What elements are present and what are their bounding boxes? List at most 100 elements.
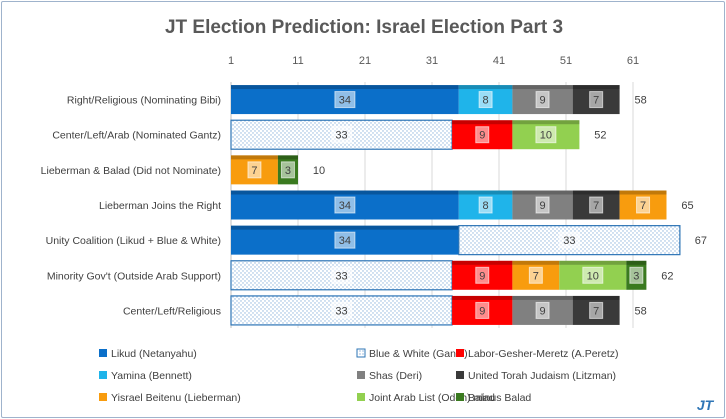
bar-value-label: 7 — [533, 270, 539, 282]
bar-segment-yamina: 8 — [458, 85, 513, 115]
bar-value-label: 9 — [479, 305, 485, 317]
bar-segment-utj: 7 — [572, 295, 620, 325]
bar-top-shade — [458, 85, 513, 90]
legend-swatch — [456, 349, 464, 357]
bar-top-shade — [626, 260, 647, 265]
bar-segment-jal: 10 — [512, 120, 580, 150]
bar-segment-bw: 33 — [230, 295, 453, 326]
legend-item-utj: United Torah Judaism (Litzman) — [456, 370, 616, 382]
bar-top-shade — [277, 155, 298, 160]
value-label-box — [558, 231, 580, 249]
x-tick-label: 41 — [493, 55, 505, 67]
x-tick-label: 11 — [292, 55, 303, 67]
bar-top-shade — [231, 190, 459, 195]
bar-value-label: 9 — [539, 95, 545, 107]
category-label: Right/Religious (Nominating Bibi) — [67, 95, 221, 107]
legend-swatch — [456, 393, 464, 401]
bar-value-label: 8 — [483, 95, 489, 107]
bar-value-label: 10 — [540, 130, 552, 142]
bar-segment-shas: 9 — [512, 190, 573, 220]
bar-value-label: 10 — [587, 270, 599, 282]
bar-top-shade — [512, 190, 573, 195]
bar-segment-utj: 7 — [572, 85, 620, 115]
bar-segment-utj: 7 — [572, 190, 620, 220]
bar-value-label: 7 — [251, 165, 257, 177]
x-axis-ticks: 1 11 21 31 41 51 61 — [228, 55, 639, 67]
value-label-box — [247, 161, 262, 179]
bar-segment-labor: 9 — [452, 260, 513, 290]
category-label: Lieberman Joins the Right — [99, 200, 221, 212]
value-label-box — [535, 126, 557, 144]
bar-value-label: 9 — [479, 130, 485, 142]
bar-top-shade — [452, 295, 513, 300]
legend-item-yamina: Yamina (Bennett) — [99, 370, 192, 382]
legend-swatch — [357, 393, 365, 401]
value-label-box — [334, 91, 356, 109]
bar-segment-balad: 3 — [277, 155, 298, 185]
bar-segment-yamina: 8 — [458, 190, 513, 220]
bar-top-shade — [231, 155, 278, 160]
legend-label: Likud (Netanyahu) — [111, 348, 197, 360]
legend-label: Blue & White (Gantz) — [369, 348, 468, 360]
value-label-box — [331, 266, 353, 284]
legend-item-yb: Yisrael Beitenu (Lieberman) — [99, 392, 241, 404]
bar-value-label: 34 — [339, 235, 351, 247]
bar-segment-likud: 34 — [231, 225, 459, 255]
x-tick-label: 31 — [426, 55, 438, 67]
legend-swatch — [357, 371, 365, 379]
bar-top-shade — [619, 190, 667, 195]
bar-top-shade — [512, 85, 573, 90]
bar-value-label: 9 — [479, 270, 485, 282]
bar-top-shade — [231, 85, 459, 90]
value-label-box — [475, 126, 490, 144]
legend-label: Yamina (Bennett) — [111, 370, 192, 382]
value-label-box — [535, 91, 550, 109]
bar-top-shade — [572, 190, 620, 195]
bar-value-label: 33 — [335, 130, 347, 142]
bar-value-label: 34 — [339, 200, 351, 212]
jt-logo: JT — [697, 397, 715, 413]
x-tick-label: 61 — [627, 55, 639, 67]
value-label-box — [629, 266, 644, 284]
bar-top-shade — [458, 190, 513, 195]
row-total-label: 65 — [681, 200, 693, 212]
bar-segment-bw: 33 — [230, 260, 453, 291]
bar-segment-yb: 7 — [619, 190, 667, 220]
legend-item-shas: Shas (Deri) — [357, 370, 422, 382]
value-label-box — [589, 196, 604, 214]
bar-segment-shas: 9 — [512, 85, 573, 115]
bar-segment-balad: 3 — [626, 260, 647, 290]
legend-item-bw: Blue & White (Gantz) — [356, 348, 468, 360]
legend-item-likud: Likud (Netanyahu) — [99, 348, 197, 360]
bar-top-shade — [512, 260, 560, 265]
value-label-box — [582, 266, 604, 284]
value-label-box — [475, 266, 490, 284]
row-total-label: 10 — [313, 165, 325, 177]
bar-top-shade — [452, 260, 513, 265]
legend-swatch — [356, 348, 366, 358]
chart-title: JT Election Prediction: Israel Election … — [165, 17, 563, 38]
category-label: Lieberman & Balad (Did not Nominate) — [41, 165, 221, 177]
legend-label: United Torah Judaism (Litzman) — [468, 370, 616, 382]
x-tick-label: 1 — [228, 55, 234, 67]
bar-value-label: 7 — [593, 95, 599, 107]
legend-item-balad: Balad — [456, 392, 495, 404]
row-total-label: 58 — [634, 95, 646, 107]
value-label-box — [589, 91, 604, 109]
bar-top-shade — [512, 120, 580, 125]
legend-swatch — [99, 393, 107, 401]
value-label-box — [589, 301, 604, 319]
bar-top-shade — [572, 295, 620, 300]
value-label-box — [535, 301, 550, 319]
bar-segment-labor: 9 — [452, 295, 513, 325]
category-label: Minority Gov't (Outside Arab Support) — [47, 270, 221, 282]
bar-value-label: 7 — [640, 200, 646, 212]
bar-top-shade — [512, 295, 573, 300]
category-labels: Right/Religious (Nominating Bibi) Center/… — [41, 95, 221, 318]
legend: Likud (Netanyahu) Blue & White (Gantz) Lab… — [99, 348, 619, 404]
bar-value-label: 9 — [539, 305, 545, 317]
bar-value-label: 33 — [563, 235, 575, 247]
